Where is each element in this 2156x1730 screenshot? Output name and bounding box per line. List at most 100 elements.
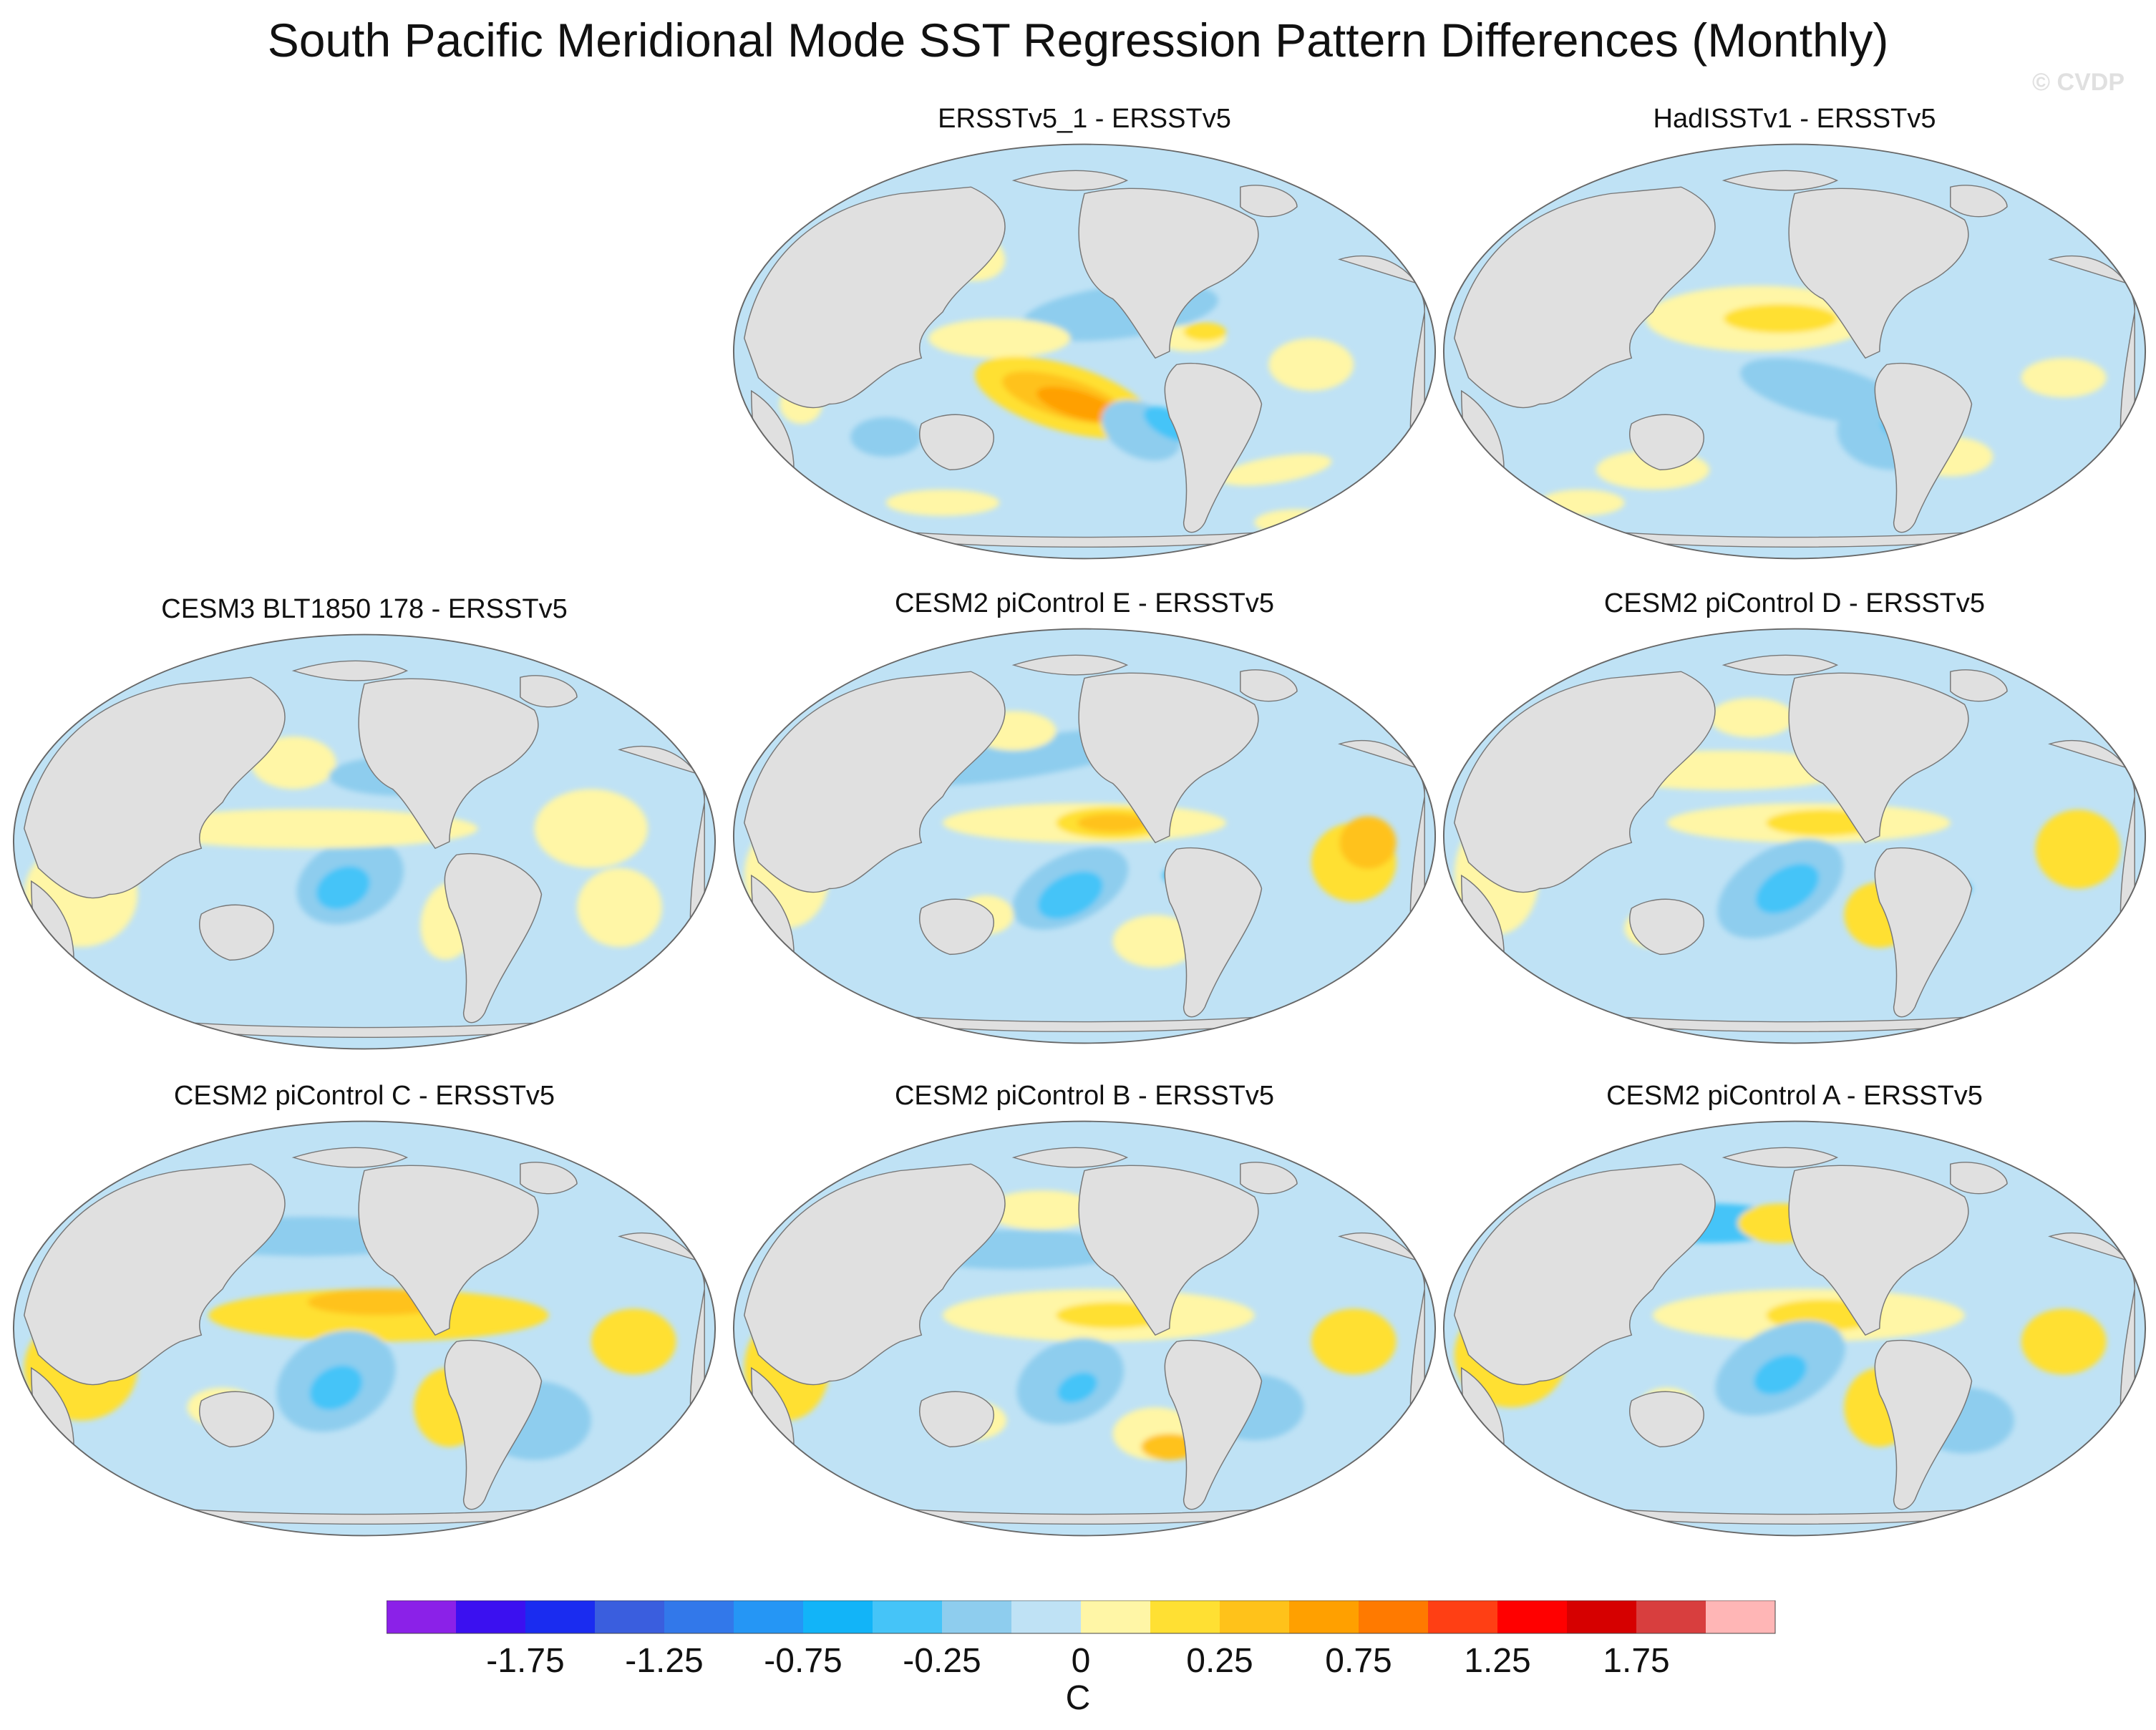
land-mass xyxy=(291,660,409,681)
sst-anomaly-region xyxy=(1339,816,1397,869)
sst-anomaly-region xyxy=(2035,810,2121,889)
map-plot xyxy=(12,1120,717,1537)
map-panel-cesm2-b: CESM2 piControl B - ERSSTv5 xyxy=(730,1081,1439,1539)
land-mass xyxy=(1164,847,1263,1018)
map-panel-cesm2-e: CESM2 piControl E - ERSSTv5 xyxy=(730,588,1439,1046)
sst-anomaly-region xyxy=(1539,489,1625,516)
sst-anomaly-region xyxy=(1254,509,1340,536)
map-plot xyxy=(12,633,717,1050)
map-border xyxy=(732,143,1437,560)
panel-title: HadISSTv1 - ERSSTv5 xyxy=(1653,104,1936,134)
map-panel-ersstv5-1: ERSSTv5_1 - ERSSTv5 xyxy=(730,104,1439,562)
colorbar-swatch xyxy=(873,1600,942,1633)
colorbar-border xyxy=(386,1600,1776,1634)
sst-anomaly-region xyxy=(1724,303,1837,334)
panel-title: CESM2 piControl C - ERSSTv5 xyxy=(173,1081,555,1111)
map-plot xyxy=(1442,628,2147,1044)
panel-title: CESM2 piControl A - ERSSTv5 xyxy=(1606,1081,1983,1111)
colorbar-swatch xyxy=(1289,1600,1359,1633)
sst-anomaly-region xyxy=(2021,358,2107,398)
land-mass xyxy=(1788,188,1969,359)
sst-anomaly-region xyxy=(1268,338,1354,392)
land-mass xyxy=(1338,1233,1425,1408)
land-mass xyxy=(919,414,994,471)
colorbar-swatch xyxy=(803,1600,873,1633)
land-mass xyxy=(444,852,543,1024)
land-mass xyxy=(1338,256,1425,431)
sst-anomaly-region xyxy=(1036,387,1118,422)
sst-anomaly-region xyxy=(137,809,478,849)
sst-anomaly-region xyxy=(985,1190,1099,1230)
land-mass xyxy=(1011,654,1129,676)
map-plot xyxy=(732,628,1437,1044)
colorbar-swatch xyxy=(456,1600,525,1633)
sst-anomaly-region xyxy=(885,489,1000,516)
land-mass xyxy=(1240,185,1298,218)
colorbar-swatch xyxy=(1081,1600,1150,1633)
sst-anomaly-region xyxy=(1740,358,1905,424)
map-panel-cesm2-d: CESM2 piControl D - ERSSTv5 xyxy=(1440,588,2149,1046)
land-mass xyxy=(444,1339,543,1510)
land-mass xyxy=(1164,1339,1263,1510)
map-panel-cesm2-a: CESM2 piControl A - ERSSTv5 xyxy=(1440,1081,2149,1539)
watermark: © CVDP xyxy=(2032,69,2125,96)
land-mass xyxy=(1454,1163,1716,1386)
land-mass xyxy=(1240,669,1298,702)
land-mass xyxy=(358,1165,539,1336)
land-mass xyxy=(1950,185,2008,218)
land-mass xyxy=(1454,671,1716,893)
sst-anomaly-region xyxy=(1112,915,1198,968)
land-mass xyxy=(1874,362,1973,533)
colorbar-tick-label: 0 xyxy=(1072,1642,1091,1679)
land-mass xyxy=(291,1147,409,1168)
land-mass xyxy=(199,1391,274,1448)
sst-anomaly-region xyxy=(1754,1354,1807,1394)
land-mass xyxy=(1874,1339,1973,1510)
land-mass xyxy=(1011,170,1129,191)
panel-title: CESM3 BLT1850 178 - ERSSTv5 xyxy=(161,594,568,624)
map-plot xyxy=(1442,1120,2147,1537)
sst-anomaly-region xyxy=(534,789,648,868)
colorbar-swatch xyxy=(1150,1600,1220,1633)
sst-anomaly-region xyxy=(1183,322,1226,341)
map-plot xyxy=(732,143,1437,560)
land-mass xyxy=(919,1391,994,1448)
colorbar-swatch xyxy=(1636,1600,1706,1633)
colorbar-swatch xyxy=(1011,1600,1081,1633)
map-panel-cesm2-c: CESM2 piControl C - ERSSTv5 xyxy=(10,1081,719,1539)
panel-title: CESM2 piControl B - ERSSTv5 xyxy=(894,1081,1275,1111)
colorbar-swatch xyxy=(1567,1600,1636,1633)
sst-anomaly-region xyxy=(591,1308,676,1375)
map-plot xyxy=(1442,143,2147,560)
land-mass xyxy=(618,1233,705,1408)
land-mass xyxy=(1078,188,1259,359)
land-mass xyxy=(1078,1165,1259,1336)
land-mass xyxy=(358,678,539,850)
land-mass xyxy=(2048,1233,2135,1408)
colorbar-swatch xyxy=(1220,1600,1289,1633)
sst-anomaly-region xyxy=(309,1365,363,1410)
sst-anomaly-region xyxy=(928,319,1071,359)
colorbar-swatch xyxy=(1706,1600,1775,1633)
land-mass xyxy=(520,675,578,708)
sst-anomaly-region xyxy=(1037,871,1103,919)
sst-anomaly-region xyxy=(251,737,336,789)
colorbar-tick-label: 0.75 xyxy=(1325,1642,1392,1679)
land-mass xyxy=(1629,1391,1704,1448)
land-mass xyxy=(1722,170,1839,191)
colorbar-swatch xyxy=(664,1600,734,1633)
sst-anomaly-region xyxy=(1709,698,1795,738)
colorbar-tick-label: -0.25 xyxy=(903,1642,981,1679)
land-mass xyxy=(1011,1147,1129,1168)
map-border xyxy=(1442,143,2147,560)
colorbar-swatch xyxy=(1428,1600,1497,1633)
sst-anomaly-region xyxy=(1141,1434,1198,1460)
land-mass xyxy=(744,1163,1006,1386)
sst-anomaly-region xyxy=(1756,863,1820,914)
land-mass xyxy=(1788,1165,1969,1336)
colorbar-swatch xyxy=(734,1600,803,1633)
land-mass xyxy=(1788,672,1969,844)
land-mass xyxy=(1240,1162,1298,1195)
colorbar-tick-label: -0.75 xyxy=(764,1642,842,1679)
colorbar-swatch xyxy=(1359,1600,1428,1633)
